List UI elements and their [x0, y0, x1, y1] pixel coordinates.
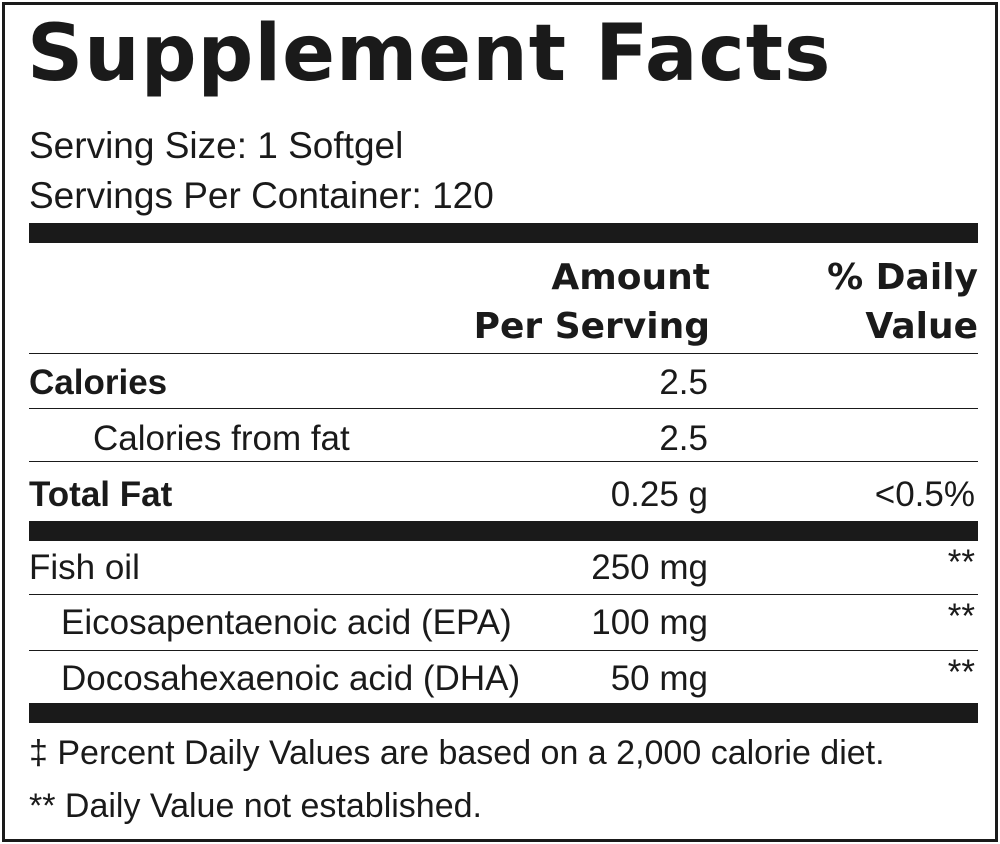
daily-value-header-line-1: % Daily: [827, 257, 978, 298]
nutrient-name-calories: Calories: [29, 363, 168, 402]
nutrient-name-total-fat: Total Fat: [29, 475, 173, 514]
footnote-not-established: ** Daily Value not established.: [29, 787, 482, 825]
servings-per-container: Servings Per Container: 120: [29, 175, 494, 216]
ingredient-dv-epa: **: [947, 597, 975, 636]
ingredient-name-dha: Docosahexaenoic acid (DHA): [61, 659, 521, 698]
panel-title: Supplement Facts: [27, 9, 832, 99]
ingredient-dv-dha: **: [947, 653, 975, 692]
nutrient-amount-total-fat: 0.25 g: [610, 475, 708, 514]
row-divider: [29, 408, 978, 409]
ingredient-name-fish-oil: Fish oil: [29, 548, 140, 587]
nutrient-amount-calories: 2.5: [659, 363, 708, 402]
ingredient-amount-epa: 100 mg: [591, 603, 708, 642]
ingredient-name-epa: Eicosapentaenoic acid (EPA): [61, 603, 512, 642]
thick-divider-middle: [29, 521, 978, 541]
thick-divider-top: [29, 223, 978, 243]
nutrient-name-calories-from-fat: Calories from fat: [93, 419, 350, 458]
serving-size: Serving Size: 1 Softgel: [29, 125, 404, 166]
row-divider: [29, 650, 978, 651]
amount-header: Amount Per Serving: [474, 253, 710, 351]
ingredient-amount-dha: 50 mg: [610, 659, 708, 698]
header-divider: [29, 353, 978, 354]
thick-divider-bottom: [29, 703, 978, 723]
footnote-daily-values: ‡ Percent Daily Values are based on a 2,…: [29, 734, 885, 772]
daily-value-header: % Daily Value: [827, 253, 978, 351]
row-divider: [29, 594, 978, 595]
ingredient-amount-fish-oil: 250 mg: [591, 548, 708, 587]
row-divider: [29, 461, 978, 462]
amount-header-line-1: Amount: [551, 257, 710, 298]
nutrient-amount-calories-from-fat: 2.5: [659, 419, 708, 458]
daily-value-header-line-2: Value: [865, 306, 978, 347]
nutrient-dv-total-fat: <0.5%: [874, 475, 975, 514]
ingredient-dv-fish-oil: **: [947, 543, 975, 582]
amount-header-line-2: Per Serving: [473, 306, 710, 347]
